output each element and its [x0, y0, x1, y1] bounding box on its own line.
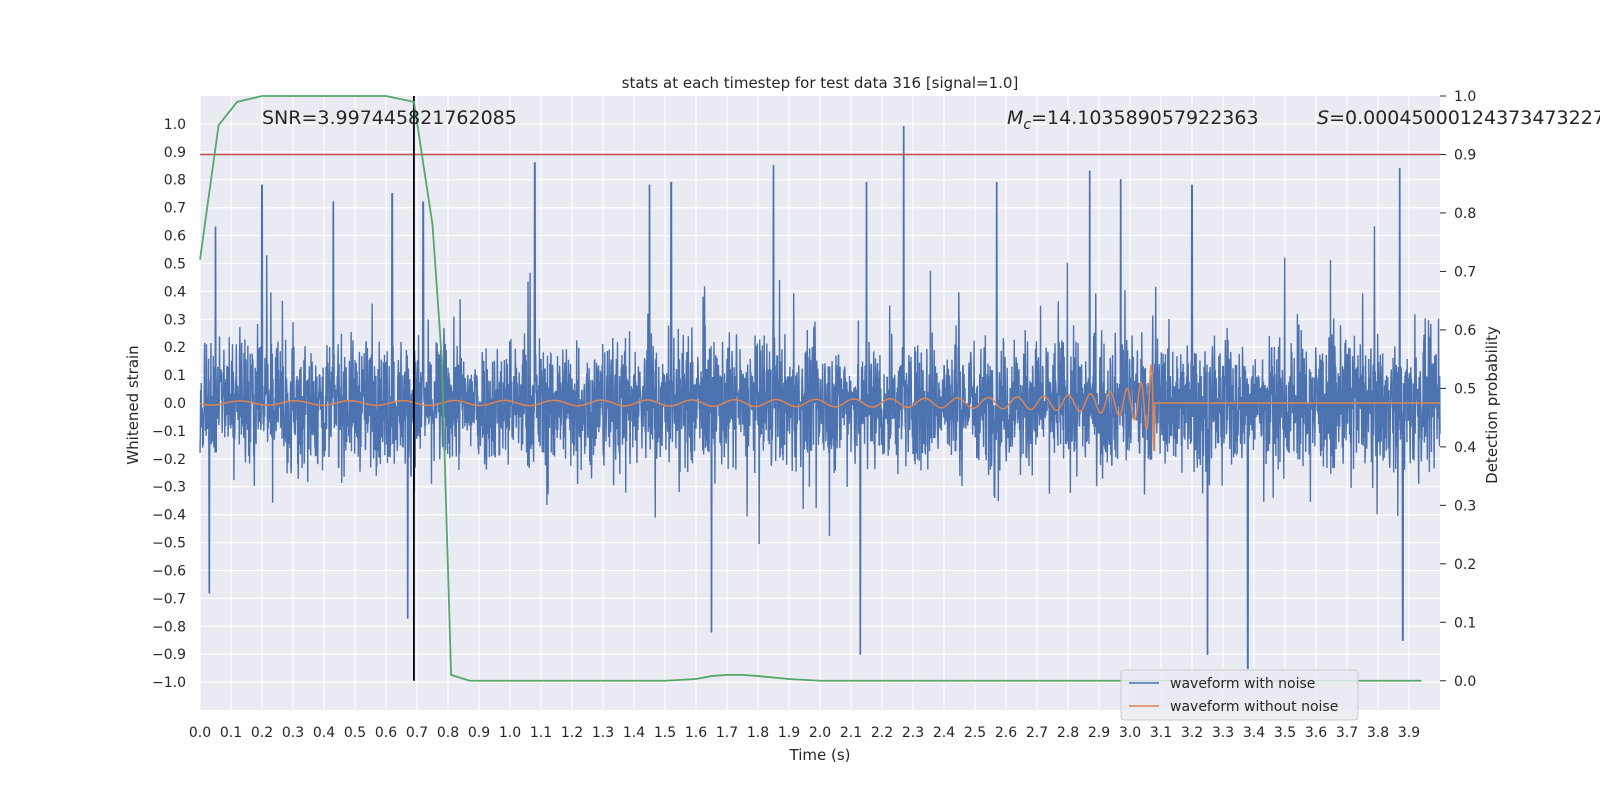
y-right-tick-label: 0.7: [1454, 264, 1476, 280]
y-left-tick-label: −0.9: [152, 647, 186, 663]
x-tick-label: 2.9: [1088, 725, 1110, 741]
x-tick-label: 2.3: [902, 725, 924, 741]
y-left-tick-label: 0.7: [164, 201, 186, 217]
y-left-tick-label: −0.2: [152, 452, 186, 468]
y-axis-right-label: Detection probability: [1483, 326, 1501, 484]
y-left-tick-label: 0.5: [164, 256, 186, 272]
y-left-tick-label: 0.3: [164, 312, 186, 328]
y-axis-left-label: Whitened strain: [124, 345, 142, 464]
x-tick-label: 0.3: [282, 725, 304, 741]
y-axis-left-ticks: 1.0 0.9 0.8 0.7 0.6 0.5 0.4 0.3 0.2 0.1 0.0 −0.1 −0.…: [152, 117, 186, 691]
y-left-tick-label: −0.7: [152, 591, 186, 607]
x-tick-label: 3.3: [1212, 725, 1234, 741]
x-tick-label: 1.6: [685, 725, 707, 741]
y-left-tick-label: 0.4: [164, 284, 186, 300]
y-left-tick-label: −1.0: [152, 675, 186, 691]
y-right-tick-label: 0.1: [1454, 615, 1476, 631]
y-left-tick-label: −0.8: [152, 619, 186, 635]
x-tick-label: 0.5: [344, 725, 366, 741]
x-tick-label: 3.5: [1274, 725, 1296, 741]
x-tick-label: 0.0: [189, 725, 211, 741]
y-right-tick-label: 0.3: [1454, 498, 1476, 514]
y-left-tick-label: −0.3: [152, 480, 186, 496]
x-tick-label: 0.1: [220, 725, 242, 741]
x-tick-label: 2.7: [1026, 725, 1048, 741]
x-tick-label: 1.8: [747, 725, 769, 741]
detection-probability-line: [199, 95, 1422, 682]
x-tick-label: 3.2: [1181, 725, 1203, 741]
y-right-tick-label: 0.0: [1454, 674, 1476, 690]
x-tick-label: 1.2: [561, 725, 583, 741]
x-tick-label: 3.4: [1243, 725, 1265, 741]
y-left-tick-label: 0.0: [164, 396, 186, 412]
x-tick-label: 1.5: [654, 725, 676, 741]
y-right-tick-label: 0.5: [1454, 381, 1476, 397]
waveform-with-noise-line: [199, 126, 1441, 669]
y-right-tick-label: 0.9: [1454, 147, 1476, 163]
y-left-tick-label: 1.0: [164, 117, 186, 133]
x-tick-label: 1.0: [499, 725, 521, 741]
series-waveform-with-noise: [199, 126, 1441, 669]
x-tick-label: 1.3: [592, 725, 614, 741]
s-value: =0.00045000124373473227: [1329, 107, 1600, 129]
legend: waveform with noise waveform without noi…: [1120, 669, 1359, 721]
y-right-tick-label: 0.6: [1454, 323, 1476, 339]
mc-subscript: c: [1023, 117, 1031, 133]
x-tick-label: 1.1: [530, 725, 552, 741]
x-tick-label: 0.8: [437, 725, 459, 741]
chart-title: stats at each timestep for test data 316…: [622, 74, 1019, 92]
x-tick-label: 2.4: [933, 725, 955, 741]
x-tick-label: 0.7: [406, 725, 428, 741]
y-right-tick-label: 1.0: [1454, 89, 1476, 105]
x-tick-label: 0.9: [468, 725, 490, 741]
x-tick-label: 2.6: [995, 725, 1017, 741]
mc-symbol: M: [1007, 107, 1023, 129]
x-tick-label: 2.8: [1057, 725, 1079, 741]
x-tick-label: 3.1: [1150, 725, 1172, 741]
x-axis-label: Time (s): [789, 746, 851, 764]
x-tick-label: 3.7: [1336, 725, 1358, 741]
series-waveform-without-noise: [199, 363, 1440, 452]
chirp-mass-annotation: Mc=14.103589057922363: [1007, 107, 1259, 133]
y-left-tick-label: 0.8: [164, 173, 186, 189]
s-annotation: S=0.00045000124373473227: [1317, 107, 1600, 129]
x-tick-label: 0.4: [313, 725, 335, 741]
x-tick-label: 0.6: [375, 725, 397, 741]
waveform-without-noise-line: [199, 363, 1440, 452]
x-tick-label: 0.2: [251, 725, 273, 741]
legend-label-noise: waveform with noise: [1170, 676, 1315, 692]
series-detection-probability: [199, 95, 1422, 682]
x-tick-label: 2.5: [964, 725, 986, 741]
legend-label-clean: waveform without noise: [1170, 699, 1338, 715]
x-tick-label: 1.9: [778, 725, 800, 741]
x-tick-label: 3.0: [1119, 725, 1141, 741]
y-left-tick-label: 0.1: [164, 368, 186, 384]
s-symbol: S: [1317, 107, 1329, 129]
mc-value: =14.103589057922363: [1031, 107, 1258, 129]
x-tick-label: 3.8: [1367, 725, 1389, 741]
x-tick-label: 3.9: [1398, 725, 1420, 741]
x-tick-label: 1.7: [716, 725, 738, 741]
x-tick-label: 3.6: [1305, 725, 1327, 741]
y-left-tick-label: 0.6: [164, 229, 186, 245]
snr-annotation: SNR=3.997445821762085: [262, 107, 517, 129]
x-tick-label: 2.1: [840, 725, 862, 741]
y-right-tick-label: 0.4: [1454, 440, 1476, 456]
y-left-tick-label: 0.9: [164, 145, 186, 161]
x-tick-label: 1.4: [623, 725, 645, 741]
y-left-tick-label: −0.6: [152, 563, 186, 579]
x-tick-label: 2.0: [809, 725, 831, 741]
y-left-tick-label: −0.4: [152, 508, 186, 524]
y-left-tick-label: −0.1: [152, 424, 186, 440]
y-left-tick-label: −0.5: [152, 536, 186, 552]
y-axis-right-ticks: 1.0 0.9 0.8 0.7 0.6 0.5 0.4 0.3 0.2 0.1 0.0: [1440, 89, 1476, 690]
legend-box: [1120, 669, 1359, 721]
y-right-tick-label: 0.8: [1454, 206, 1476, 222]
x-tick-label: 2.2: [871, 725, 893, 741]
x-axis-ticks: 0.0 0.1 0.2 0.3 0.4 0.5 0.6 0.7 0.8 0.9 1.0 1.1 1.2 1…: [189, 725, 1420, 741]
y-right-tick-label: 0.2: [1454, 557, 1476, 573]
y-left-tick-label: 0.2: [164, 340, 186, 356]
